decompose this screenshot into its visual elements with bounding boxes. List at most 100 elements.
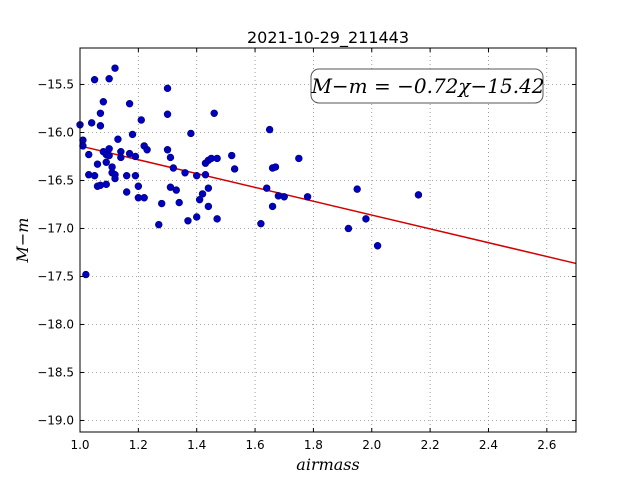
data-point xyxy=(204,202,213,211)
data-point xyxy=(117,153,125,162)
data-point xyxy=(362,215,370,223)
data-point xyxy=(137,116,145,124)
y-axis-label: M−m xyxy=(13,218,32,264)
x-tick-label: 2.6 xyxy=(537,438,556,452)
data-point xyxy=(195,195,204,204)
data-point xyxy=(263,184,271,192)
data-point xyxy=(90,75,99,84)
data-point xyxy=(122,171,131,180)
data-point xyxy=(166,183,175,191)
data-point xyxy=(128,130,137,139)
data-point xyxy=(193,213,201,221)
data-point xyxy=(125,99,134,108)
data-point xyxy=(157,199,166,208)
y-tick-label: −15.5 xyxy=(37,77,74,91)
data-point xyxy=(131,171,140,180)
data-point xyxy=(414,191,423,199)
y-tick-label: −17.0 xyxy=(37,221,74,235)
data-point xyxy=(96,122,105,130)
data-point xyxy=(213,154,221,163)
data-point xyxy=(265,125,274,134)
data-point xyxy=(181,169,189,177)
data-point xyxy=(155,220,163,229)
data-point xyxy=(193,171,201,180)
data-point xyxy=(187,129,195,138)
data-point xyxy=(125,149,134,158)
data-point xyxy=(295,154,303,163)
x-tick-label: 1.6 xyxy=(246,438,265,452)
data-point xyxy=(90,171,99,180)
x-tick-label: 1.4 xyxy=(187,438,206,452)
grid xyxy=(79,48,576,432)
data-point xyxy=(257,219,265,228)
axis-ticks xyxy=(79,48,576,432)
x-tick-label: 1.2 xyxy=(129,438,148,452)
fit-line xyxy=(79,145,577,265)
data-point xyxy=(280,193,288,201)
data-point xyxy=(105,145,113,153)
data-point xyxy=(268,202,277,211)
data-point xyxy=(198,190,207,198)
y-tick-label: −18.5 xyxy=(37,365,74,379)
x-tick-label: 2.2 xyxy=(421,438,440,452)
data-point xyxy=(204,184,213,192)
data-point xyxy=(105,151,113,160)
data-point xyxy=(93,160,102,168)
plot-frame xyxy=(79,47,577,433)
data-point xyxy=(99,98,108,106)
y-tick-label: −16.0 xyxy=(37,125,74,139)
data-point xyxy=(102,180,110,189)
data-point xyxy=(79,142,87,150)
data-point xyxy=(96,109,105,117)
data-points xyxy=(76,64,423,279)
y-tick-label: −16.5 xyxy=(37,173,74,187)
data-point xyxy=(102,158,110,166)
data-point xyxy=(131,152,140,161)
data-point xyxy=(230,165,239,173)
data-point xyxy=(210,109,218,117)
fit-equation-annotation: M−m = −0.72χ−15.42 xyxy=(310,74,544,98)
data-point xyxy=(228,151,236,160)
data-point xyxy=(303,193,312,201)
x-axis-label: airmass xyxy=(296,455,359,474)
data-point xyxy=(271,163,280,171)
data-point xyxy=(213,215,221,223)
data-point xyxy=(85,150,93,159)
data-point xyxy=(172,186,180,194)
data-point xyxy=(105,75,113,83)
x-tick-label: 1.0 xyxy=(70,438,89,452)
data-point xyxy=(111,64,119,72)
x-tick-label: 1.8 xyxy=(304,438,323,452)
x-tick-labels: 1.0 1.2 1.4 1.6 1.8 2.0 2.2 2.4 2.6 xyxy=(70,438,556,452)
data-point xyxy=(184,217,192,225)
data-point xyxy=(111,174,119,183)
data-point xyxy=(87,119,96,127)
data-point xyxy=(134,182,143,190)
data-point xyxy=(122,188,131,196)
data-point xyxy=(175,198,183,207)
data-point xyxy=(163,146,172,154)
y-tick-label: −18.0 xyxy=(37,317,74,331)
plot-background xyxy=(80,48,576,432)
annotation-box: M−m = −0.72χ−15.42 xyxy=(310,68,545,104)
data-point xyxy=(140,194,148,202)
data-point xyxy=(82,270,90,279)
chart-title: 2021-10-29_211443 xyxy=(247,28,409,48)
data-point xyxy=(166,153,175,162)
y-tick-labels: −15.5 −16.0 −16.5 −17.0 −17.5 −18.0 −18.5 −19.0 xyxy=(37,77,74,427)
data-point xyxy=(163,110,172,118)
data-point xyxy=(353,185,361,193)
fit-line-group xyxy=(79,145,577,265)
data-point xyxy=(373,242,382,250)
x-tick-label: 2.0 xyxy=(362,438,381,452)
data-point xyxy=(169,164,178,172)
x-tick-label: 2.4 xyxy=(479,438,498,452)
data-point xyxy=(163,84,172,93)
data-point xyxy=(114,135,122,143)
y-tick-label: −17.5 xyxy=(37,269,74,283)
y-tick-label: −19.0 xyxy=(37,413,74,427)
data-point xyxy=(143,146,151,154)
data-point xyxy=(344,224,353,233)
data-point xyxy=(201,171,210,179)
